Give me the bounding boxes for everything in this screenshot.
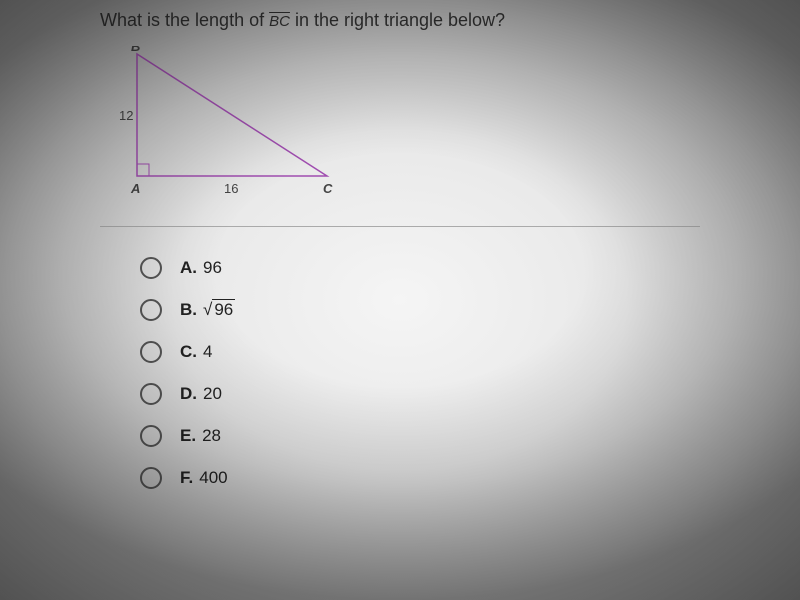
- options-list: A. 96 B. √96 C. 4 D. 20 E. 28 F. 400: [140, 257, 700, 489]
- question-prefix: What is the length of: [100, 10, 269, 30]
- question-suffix: in the right triangle below?: [290, 10, 505, 30]
- option-value: 20: [203, 384, 222, 404]
- option-e[interactable]: E. 28: [140, 425, 700, 447]
- radio-icon: [140, 383, 162, 405]
- option-letter: D.: [180, 384, 197, 404]
- triangle-diagram: B A C 12 16: [115, 46, 700, 206]
- vertex-label-a: A: [130, 181, 140, 196]
- option-value: 28: [202, 426, 221, 446]
- option-d[interactable]: D. 20: [140, 383, 700, 405]
- vertex-label-c: C: [323, 181, 333, 196]
- option-value: 96: [203, 258, 222, 278]
- option-letter: F.: [180, 468, 193, 488]
- triangle-svg: B A C 12 16: [115, 46, 355, 201]
- divider: [100, 226, 700, 227]
- option-value: √96: [203, 300, 235, 320]
- option-letter: C.: [180, 342, 197, 362]
- side-ab-label: 12: [119, 108, 133, 123]
- option-c[interactable]: C. 4: [140, 341, 700, 363]
- vertex-label-b: B: [131, 46, 140, 54]
- radio-icon: [140, 299, 162, 321]
- question-segment: BC: [269, 13, 290, 30]
- option-b[interactable]: B. √96: [140, 299, 700, 321]
- radio-icon: [140, 341, 162, 363]
- triangle-shape: [137, 54, 327, 176]
- radio-icon: [140, 467, 162, 489]
- side-ac-label: 16: [224, 181, 238, 196]
- option-letter: E.: [180, 426, 196, 446]
- option-a[interactable]: A. 96: [140, 257, 700, 279]
- option-letter: A.: [180, 258, 197, 278]
- question-text: What is the length of BC in the right tr…: [100, 10, 700, 31]
- right-angle-marker: [137, 164, 149, 176]
- option-f[interactable]: F. 400: [140, 467, 700, 489]
- radio-icon: [140, 257, 162, 279]
- option-value: 4: [203, 342, 212, 362]
- option-value: 400: [199, 468, 227, 488]
- radio-icon: [140, 425, 162, 447]
- option-letter: B.: [180, 300, 197, 320]
